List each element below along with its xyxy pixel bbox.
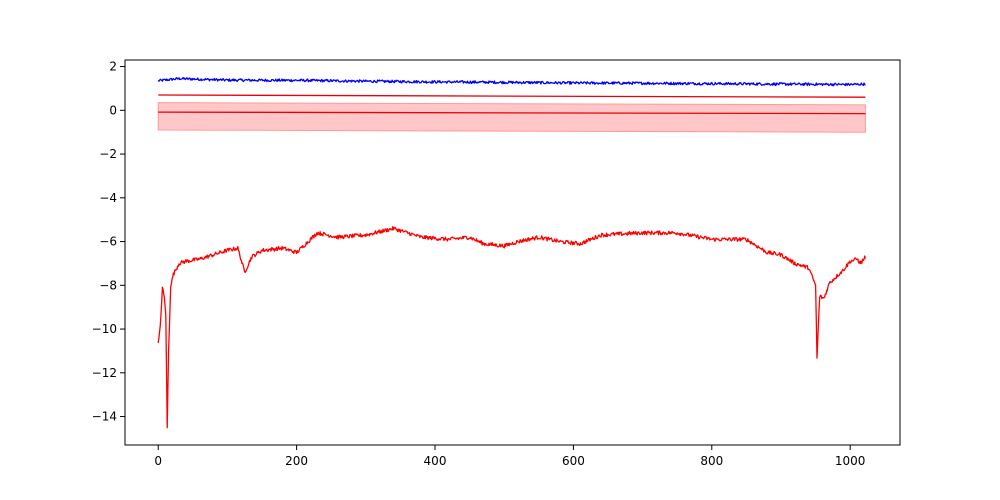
series-0-line <box>157 76 866 87</box>
y-tick-label: −6 <box>99 235 117 249</box>
y-tick-label: 0 <box>109 103 117 117</box>
x-tick-label: 1000 <box>835 454 866 468</box>
x-tick-label: 600 <box>562 454 585 468</box>
x-axis-ticks: 0 200 400 600 800 1000 <box>154 445 865 468</box>
x-tick-label: 200 <box>285 454 308 468</box>
x-tick-label: 800 <box>700 454 723 468</box>
y-tick-label: −2 <box>99 147 117 161</box>
series-lines <box>157 76 867 429</box>
y-tick-label: −4 <box>99 191 117 205</box>
x-tick-label: 0 <box>154 454 162 468</box>
series-1-line <box>158 94 866 98</box>
y-tick-label: −14 <box>92 410 117 424</box>
plot-frame <box>124 59 901 446</box>
series-2-band <box>157 102 866 133</box>
confidence-bands <box>157 102 866 133</box>
y-tick-label: 2 <box>109 60 117 74</box>
y-tick-label: −10 <box>92 322 117 336</box>
y-tick-label: −8 <box>99 278 117 292</box>
series-2-line <box>158 111 866 115</box>
y-axis-ticks: 2 0 −2 −4 −6 −8 −10 −12 −14 <box>92 60 125 424</box>
y-tick-label: −12 <box>92 366 117 380</box>
x-tick-label: 400 <box>424 454 447 468</box>
series-3-line <box>157 225 867 429</box>
